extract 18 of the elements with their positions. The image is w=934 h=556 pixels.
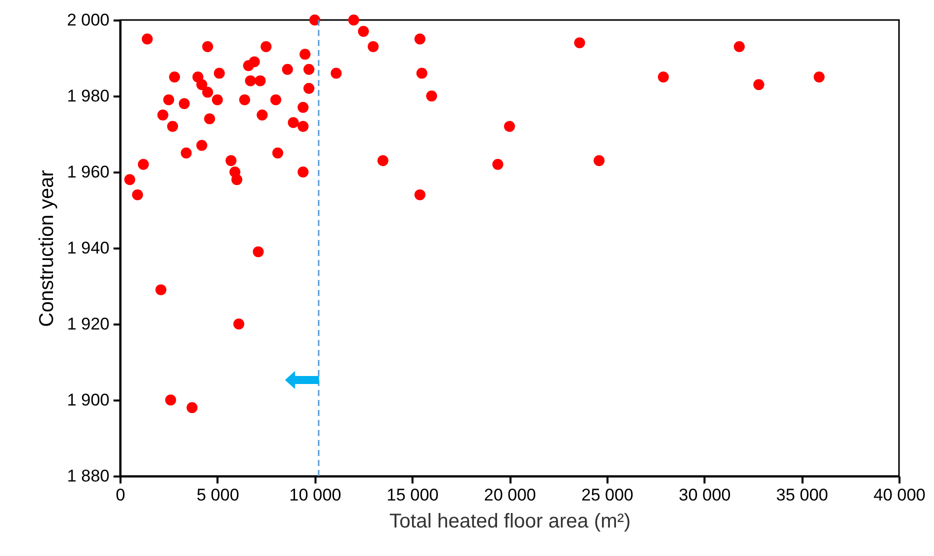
x-tick-label: 20 000 xyxy=(484,486,536,504)
y-tick-label: 1 980 xyxy=(66,86,110,106)
x-axis-title: Total heated floor area (m²) xyxy=(389,510,631,532)
y-tick-label: 1 960 xyxy=(66,162,110,182)
x-tick-label: 35 000 xyxy=(776,486,828,504)
x-tick-label: 5 000 xyxy=(196,486,240,504)
y-tick-label: 1 920 xyxy=(66,314,110,334)
y-tick-label: 1 940 xyxy=(66,238,110,258)
x-tick-label: 25 000 xyxy=(581,486,634,504)
x-tick-label: 40 000 xyxy=(874,486,926,504)
x-tick-label: 0 xyxy=(116,486,126,504)
y-tick-label: 1 880 xyxy=(66,466,110,486)
x-tick-label: 30 000 xyxy=(678,486,731,504)
y-tick-label: 1 900 xyxy=(66,390,110,410)
y-tick-label: 2 000 xyxy=(66,10,110,30)
y-axis-title: Construction year xyxy=(36,170,58,327)
x-tick-label: 15 000 xyxy=(386,486,439,504)
x-tick-label: 10 000 xyxy=(289,486,342,504)
